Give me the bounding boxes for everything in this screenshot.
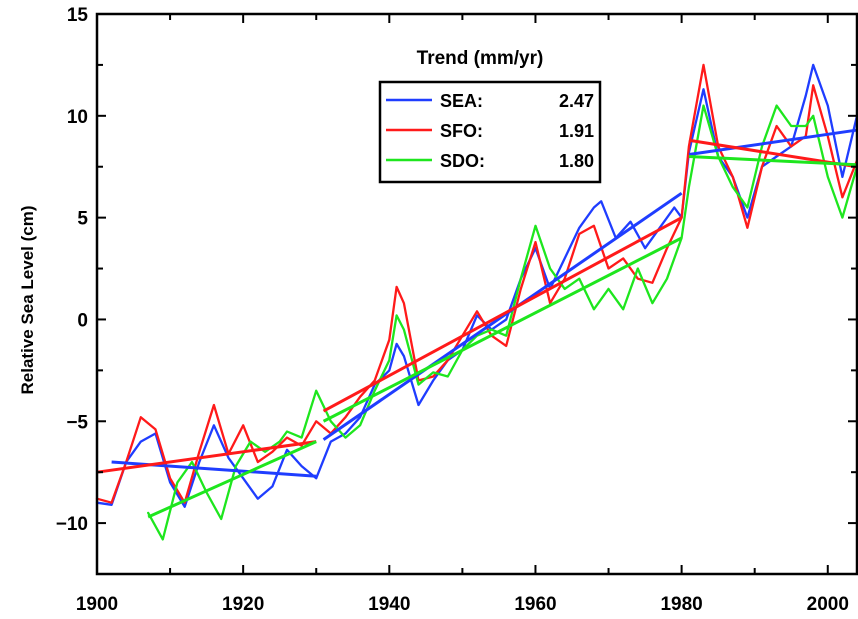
legend-value: 1.80 [559,151,594,171]
trend-line-sdo-3 [688,155,858,167]
trend-line-sea-2 [322,191,683,441]
legend-value: 1.91 [559,121,594,141]
legend-entries: SEA: 2.47 SFO: 1.91 SDO: 1.80 [386,91,594,171]
legend-label: SEA: [440,91,483,111]
legend-label: SFO: [440,121,483,141]
legend: Trend (mm/yr) SEA: 2.47 SFO: 1.91 SDO: 1.80 [378,48,602,184]
legend-title: Trend (mm/yr) [417,48,544,69]
trend-line-sfo-2 [322,216,683,413]
x-axis: 1900 1920 1940 1960 1980 2000 [76,14,849,615]
trend-lines [96,128,858,519]
legend-value: 2.47 [559,91,594,111]
trend-line-sfo-1 [96,440,317,474]
y-axis-title: Relative Sea Level (cm) [18,206,37,395]
y-tick-label: 5 [77,209,88,230]
y-tick-label: 0 [77,310,88,331]
x-tick-label: 1980 [660,594,702,615]
y-axis: −10 −5 0 5 10 15 [56,5,857,535]
legend-box [378,80,602,184]
trend-line-sea-3 [688,128,858,156]
y-tick-label: 10 [67,107,88,128]
y-tick-label: 15 [67,5,89,26]
legend-label: SDO: [440,151,485,171]
x-tick-label: 1940 [368,594,410,615]
y-tick-label: −5 [66,412,88,433]
x-tick-label: 1960 [514,594,556,615]
trend-line-sdo-1 [147,440,317,519]
x-tick-label: 1920 [222,594,264,615]
x-tick-label: 2000 [807,594,849,615]
trend-line-sdo-2 [322,236,683,423]
x-tick-label: 1900 [76,594,118,615]
plot-frame [95,12,858,576]
y-tick-label: −10 [56,514,88,535]
